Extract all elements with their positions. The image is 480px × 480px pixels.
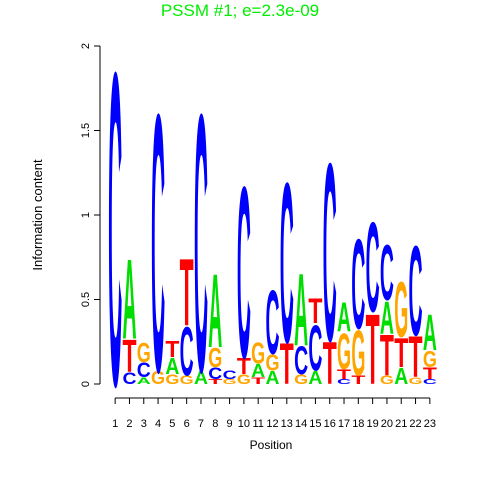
logo-letter: T <box>251 375 266 386</box>
logo-letter: A <box>423 304 437 361</box>
logo-letter: C <box>108 0 122 480</box>
y-tick-label: 0.5 <box>80 292 92 307</box>
x-tick-label: 19 <box>367 418 379 430</box>
x-tick-label: 17 <box>338 418 350 430</box>
logo-letter: T <box>323 330 337 398</box>
logo-letter: A <box>308 368 322 388</box>
logo-letter: G <box>294 371 308 387</box>
logo-letter: C <box>294 339 308 383</box>
x-tick-label: 21 <box>395 418 407 430</box>
logo-letter: C <box>122 370 136 388</box>
logo-letter: C <box>337 378 351 386</box>
logo-letter: T <box>423 365 438 383</box>
x-tick-label: 20 <box>381 418 393 430</box>
logo-letter: C <box>423 378 437 386</box>
x-tick-label: 9 <box>227 418 233 430</box>
logo-letter: C <box>208 365 222 383</box>
x-tick-label: 23 <box>424 418 436 430</box>
logo-letter: A <box>294 253 308 368</box>
y-tick-label: 2 <box>80 43 92 49</box>
logo-letter: A <box>194 368 208 388</box>
logo-letter: G <box>351 317 365 390</box>
x-tick-label: 14 <box>295 418 307 430</box>
logo-letter: T <box>122 332 136 383</box>
logo-letter: C <box>180 312 194 391</box>
logo-letter: T <box>180 239 194 345</box>
x-tick-label: 12 <box>266 418 278 430</box>
logo-letter: A <box>122 236 136 364</box>
x-tick-label: 15 <box>309 418 321 430</box>
x-tick-label: 4 <box>155 418 161 430</box>
logo-letter: G <box>137 337 151 369</box>
x-tick-label: 2 <box>126 418 132 430</box>
x-tick-label: 18 <box>352 418 364 430</box>
logo-letter: A <box>208 252 222 370</box>
y-tick-label: 0 <box>80 381 92 387</box>
x-tick-label: 8 <box>212 418 218 430</box>
logo-letter: T <box>337 366 352 382</box>
logo-letter: G <box>180 373 194 387</box>
logo-letter: C <box>409 220 423 363</box>
logo-letter: C <box>237 135 251 409</box>
logo-letter: G <box>165 371 179 387</box>
logo-letter: T <box>409 325 423 390</box>
x-tick-label: 13 <box>281 418 293 430</box>
logo-letter: T <box>394 330 408 377</box>
x-tick-label: 6 <box>184 418 190 430</box>
logo-letter: A <box>380 293 394 344</box>
logo-letter: T <box>165 338 179 363</box>
x-tick-label: 10 <box>238 418 250 430</box>
logo-letter: A <box>137 375 152 386</box>
logo-letter: C <box>265 271 279 373</box>
chart-title: PSSM #1; e=2.3e-09 <box>161 1 319 20</box>
logo-letter: G <box>237 371 251 387</box>
logo-letter: C <box>308 312 322 385</box>
logo-letter: A <box>394 365 408 390</box>
logo-letter: C <box>323 111 337 395</box>
x-tick-label: 1 <box>112 418 118 430</box>
logo-letter: C <box>223 368 237 382</box>
logo-letter: C <box>151 38 165 449</box>
logo-letter: T <box>308 292 322 331</box>
logo-letter: T <box>208 378 223 386</box>
logo-letter: T <box>351 373 365 387</box>
logo-letter: G <box>251 338 265 371</box>
x-tick-label: 7 <box>198 418 204 430</box>
logo-letter: C <box>194 38 208 449</box>
logo-letter: T <box>280 332 294 397</box>
logo-letter: A <box>337 294 351 341</box>
logo-letter: G <box>337 322 351 379</box>
x-tick-label: 22 <box>409 418 421 430</box>
logo-letter: G <box>208 342 222 374</box>
y-tick-label: 1 <box>80 212 92 218</box>
logo-letter: G <box>394 266 408 355</box>
logo-letter: A <box>165 354 179 379</box>
logo-letter: T <box>380 323 394 388</box>
logo-letter: T <box>366 294 380 406</box>
logo-letter: G <box>151 368 165 388</box>
x-tick-label: 11 <box>252 418 263 430</box>
logo-letter: A <box>251 361 265 381</box>
x-tick-label: 5 <box>169 418 175 430</box>
x-tick-label: 16 <box>324 418 336 430</box>
x-axis-label: Position <box>250 438 293 452</box>
logo-letter: C <box>380 228 394 317</box>
logo-letter: C <box>280 136 294 391</box>
logo-letter: G <box>423 348 437 373</box>
logo-letter: C <box>366 196 380 339</box>
logo-letter: G <box>223 378 237 386</box>
logo-letter: G <box>380 373 394 387</box>
logo-letter: G <box>409 375 423 386</box>
logo-letter: C <box>137 358 151 382</box>
logo-letter: G <box>265 351 279 376</box>
logo-letter: A <box>265 368 279 388</box>
y-tick-label: 1.5 <box>80 123 92 138</box>
x-tick-label: 3 <box>141 418 147 430</box>
logo-letter: T <box>237 354 251 379</box>
logo-letter: C <box>351 213 365 356</box>
y-axis-label: Information content <box>30 159 45 271</box>
